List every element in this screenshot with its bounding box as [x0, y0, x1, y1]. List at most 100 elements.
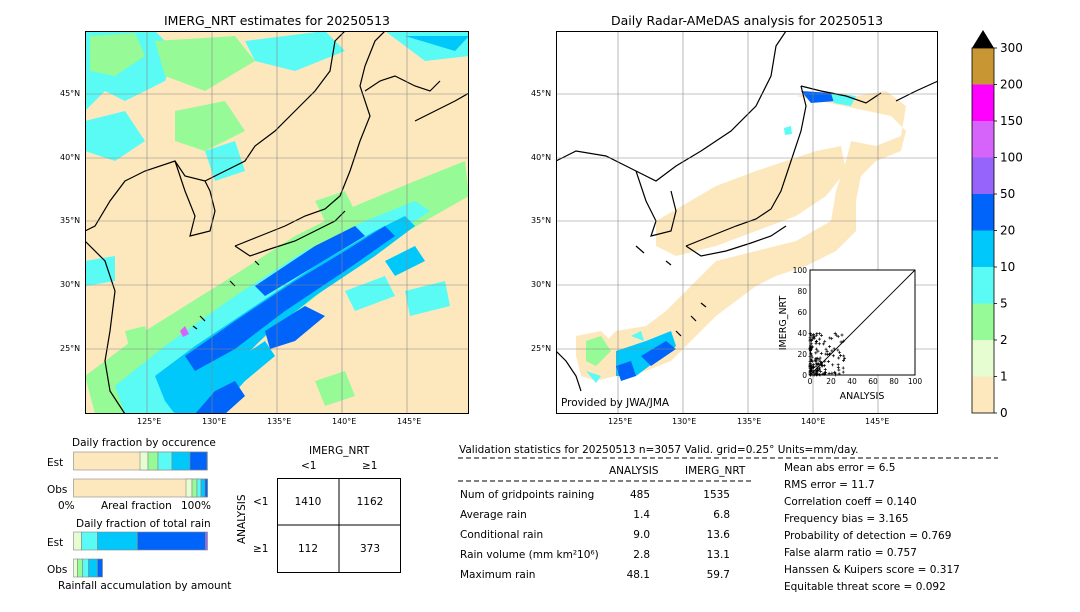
colorbar-band: [972, 376, 994, 413]
scatter-point: [824, 347, 828, 351]
scatter-point: [814, 340, 818, 344]
scatter-point: [812, 336, 816, 340]
scatter-point: [826, 352, 830, 356]
left-map-grid: [85, 31, 469, 414]
colorbar-labels: 0 1 2 5 10 20 50 100 150 200 300: [994, 41, 1023, 420]
scatter-ticks: 00 20 20 40 40 60 60 80 80 100 100: [793, 266, 922, 386]
validation-header-rule: [458, 457, 998, 459]
scatter-point: [819, 369, 823, 373]
colorbar-label: 0: [1000, 406, 1008, 420]
scatter-point: [828, 336, 832, 340]
left-map-title: IMERG_NRT estimates for 20250513: [163, 13, 390, 28]
right-lon-tick-125: 125°E: [608, 417, 633, 426]
scatter-y-tick: 80: [797, 287, 807, 296]
occurrence-axis-mid: Areal fraction: [101, 500, 172, 512]
scatter-point: [820, 364, 824, 368]
occurrence-bars: [73, 451, 208, 498]
stat-label-conditional: Conditional rain: [460, 529, 544, 541]
validation-col-analysis: ANALYSIS: [609, 465, 659, 477]
contingency-grid: [277, 478, 401, 573]
left-lat-tick-45: 45°N: [60, 89, 81, 98]
colorbar-band: [972, 340, 994, 377]
scatter-y-tick: 40: [797, 329, 807, 338]
scatter-point: [841, 366, 845, 370]
occurrence-axis-left: 0%: [58, 500, 75, 512]
contingency-cell-d: 373: [359, 543, 381, 555]
scatter-point: [834, 373, 838, 377]
scatter-point: [834, 333, 838, 337]
scatter-point: [830, 337, 834, 341]
scatter-point: [808, 344, 812, 348]
scatter-point: [808, 354, 812, 358]
scatter-point: [828, 345, 832, 349]
right-lon-tick-135: 135°E: [737, 417, 762, 426]
scatter-point: [830, 371, 834, 375]
contingency-col-ge1: ≥1: [362, 460, 378, 472]
left-lon-tick-140: 140°E: [332, 417, 357, 426]
scatter-point: [822, 342, 826, 346]
scatter-point: [814, 351, 818, 355]
scatter-point: [810, 369, 814, 373]
score-far: False alarm ratio = 0.757: [784, 547, 917, 559]
scatter-point: [815, 332, 819, 336]
scatter-point: [808, 367, 812, 371]
scatter-point: [842, 339, 846, 343]
right-map-credit: Provided by JWA/JMA: [561, 397, 670, 409]
right-map-title: Daily Radar-AMeDAS analysis for 20250513: [610, 13, 884, 28]
scatter-point: [817, 358, 821, 362]
scatter-point: [836, 365, 840, 369]
scatter-point: [809, 342, 813, 346]
contingency-row-title: ANALYSIS: [236, 494, 248, 544]
scatter-point: [810, 334, 814, 338]
right-lon-tick-145: 145°E: [865, 417, 890, 426]
colorbar-bands: [972, 48, 994, 413]
scatter-point: [839, 340, 843, 344]
colorbar-band: [972, 303, 994, 340]
scatter-point: [821, 372, 825, 376]
colorbar-label: 300: [1000, 41, 1023, 55]
right-map-coastlines: [556, 31, 938, 392]
contingency-col-title: IMERG_NRT: [309, 445, 370, 457]
scatter-point: [842, 358, 846, 362]
right-lat-tick-35: 35°N: [531, 216, 552, 225]
scatter-diagonal: [809, 269, 916, 376]
score-frequency-bias: Frequency bias = 3.165: [784, 513, 909, 525]
right-lat-tick-25: 25°N: [531, 344, 552, 353]
scatter-point: [809, 352, 813, 356]
left-lat-tick-35: 35°N: [60, 216, 81, 225]
left-map: [85, 31, 469, 414]
contingency-row-lt1: <1: [253, 496, 269, 508]
scatter-point: [820, 363, 824, 367]
scatter-point: [814, 347, 818, 351]
stat-label-average: Average rain: [460, 509, 527, 521]
colorbar-label: 2: [1000, 333, 1008, 347]
scatter-point: [812, 363, 816, 367]
stat-label-gridpoints: Num of gridpoints raining: [460, 489, 595, 501]
scatter-point: [843, 357, 847, 361]
scatter-point: [838, 350, 842, 354]
occurrence-est-label: Est: [47, 457, 64, 469]
scatter-point: [810, 346, 814, 350]
scatter-point: [816, 362, 820, 366]
occurrence-obs-label: Obs: [47, 484, 68, 496]
scatter-point: [817, 337, 821, 341]
left-lat-tick-40: 40°N: [60, 153, 81, 162]
scatter-point: [823, 339, 827, 343]
stat-analysis-maximum: 48.1: [626, 569, 650, 581]
colorbar-band: [972, 267, 994, 304]
scatter-point: [817, 368, 821, 372]
validation-col-rule: [458, 480, 753, 482]
stat-label-maximum: Maximum rain: [460, 569, 536, 581]
scatter-point: [818, 332, 822, 336]
scatter-inset: 00 20 20 40 40 60 60 80 80 100 100 ANALYSIS IMERG_…: [778, 266, 922, 402]
scatter-point: [814, 364, 818, 368]
colorbar-band: [972, 194, 994, 231]
right-lat-tick-45: 45°N: [531, 89, 552, 98]
colorbar-label: 200: [1000, 78, 1023, 92]
contingency-row-ge1: ≥1: [253, 543, 269, 555]
left-lon-tick-135: 135°E: [267, 417, 292, 426]
total-rain-title: Daily fraction of total rain: [76, 518, 211, 530]
scatter-point: [810, 355, 814, 359]
left-map-coastlines: [85, 31, 469, 414]
scatter-point: [832, 370, 836, 374]
